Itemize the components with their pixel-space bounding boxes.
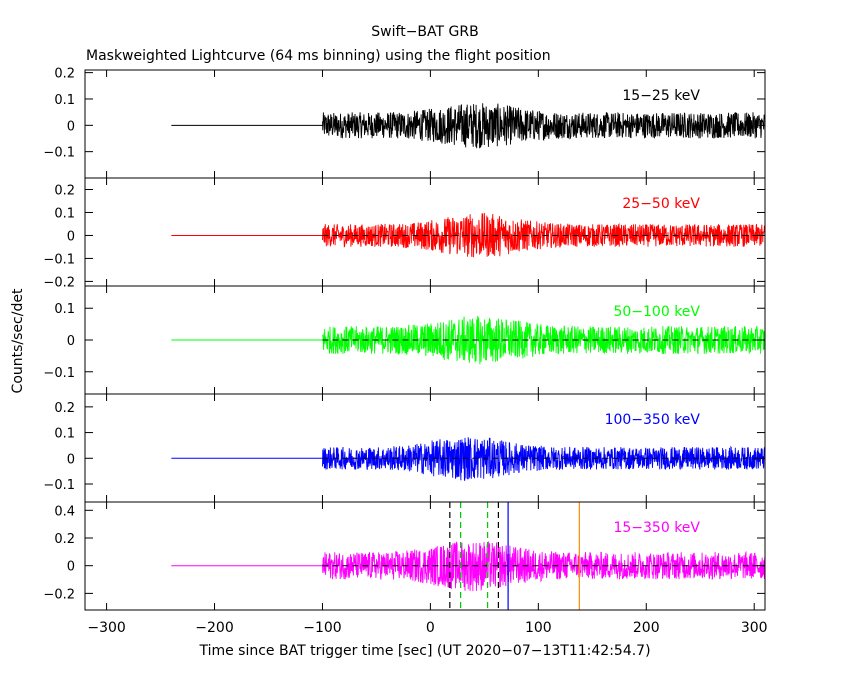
y-tick-label: 0.1 [54, 427, 75, 442]
figure-subtitle: Maskweighted Lightcurve (64 ms binning) … [86, 48, 551, 64]
y-tick-label: −0.1 [43, 252, 75, 267]
series-line [322, 103, 766, 149]
panel-5: 0.4 0.2 0 −0.2 15−350 keV [43, 501, 766, 611]
y-tick-label: 0 [67, 119, 75, 134]
y-tick-label: 0.2 [54, 183, 75, 198]
y-tick-label: 0.1 [54, 93, 75, 108]
series-line [322, 541, 766, 592]
y-tick-label: −0.1 [43, 478, 75, 493]
y-tick-label: 0 [67, 452, 75, 467]
panel-frame [84, 501, 766, 611]
y-tick-label: 0.2 [54, 401, 75, 416]
y-tick-label: −0.2 [43, 275, 75, 290]
x-tick-label: −200 [195, 620, 233, 636]
panels-group: 0.2 0.1 0 −0.1 15−25 keV 0.2 0.1 0 −0.1 −0.2 25−50… [43, 67, 766, 611]
band-label: 25−50 keV [622, 196, 700, 212]
y-axis-label: Counts/sec/det [10, 288, 26, 393]
y-tick-label: 0.1 [54, 206, 75, 221]
x-tick-label: 300 [741, 620, 768, 636]
series-line [322, 437, 766, 481]
band-label: 50−100 keV [613, 304, 700, 320]
y-tick-label: −0.1 [43, 366, 75, 381]
x-tick-label: 100 [525, 620, 552, 636]
y-tick-label: 0.2 [54, 67, 75, 82]
y-tick-label: 0.2 [54, 532, 75, 547]
y-tick-label: 0 [67, 560, 75, 575]
panel-2: 0.2 0.1 0 −0.1 −0.2 25−50 keV [43, 177, 766, 290]
x-axis-label: Time since BAT trigger time [sec] (UT 20… [198, 643, 650, 659]
y-tick-label: 0.1 [54, 302, 75, 317]
band-label: 100−350 keV [605, 412, 701, 428]
x-tick-label: 0 [426, 620, 435, 636]
band-label: 15−350 keV [613, 520, 700, 536]
series-line [322, 212, 766, 258]
x-axis: −300 −200 −100 0 100 200 300 [87, 620, 767, 636]
y-tick-label: −0.1 [43, 146, 75, 161]
x-tick-label: −100 [303, 620, 341, 636]
x-tick-label: 200 [633, 620, 660, 636]
panel-4: 0.2 0.1 0 −0.1 100−350 keV [43, 393, 766, 503]
panel-1: 0.2 0.1 0 −0.1 15−25 keV [43, 67, 766, 179]
panel-3: 0.1 0 −0.1 50−100 keV [43, 285, 766, 395]
x-tick-label: −300 [87, 620, 125, 636]
y-tick-label: 0 [67, 229, 75, 244]
series-line [322, 315, 766, 365]
y-tick-label: −0.2 [43, 587, 75, 602]
figure-title: Swift−BAT GRB [371, 24, 478, 40]
y-tick-label: 0.4 [54, 504, 75, 519]
band-label: 15−25 keV [622, 88, 700, 104]
y-tick-label: 0 [67, 334, 75, 349]
